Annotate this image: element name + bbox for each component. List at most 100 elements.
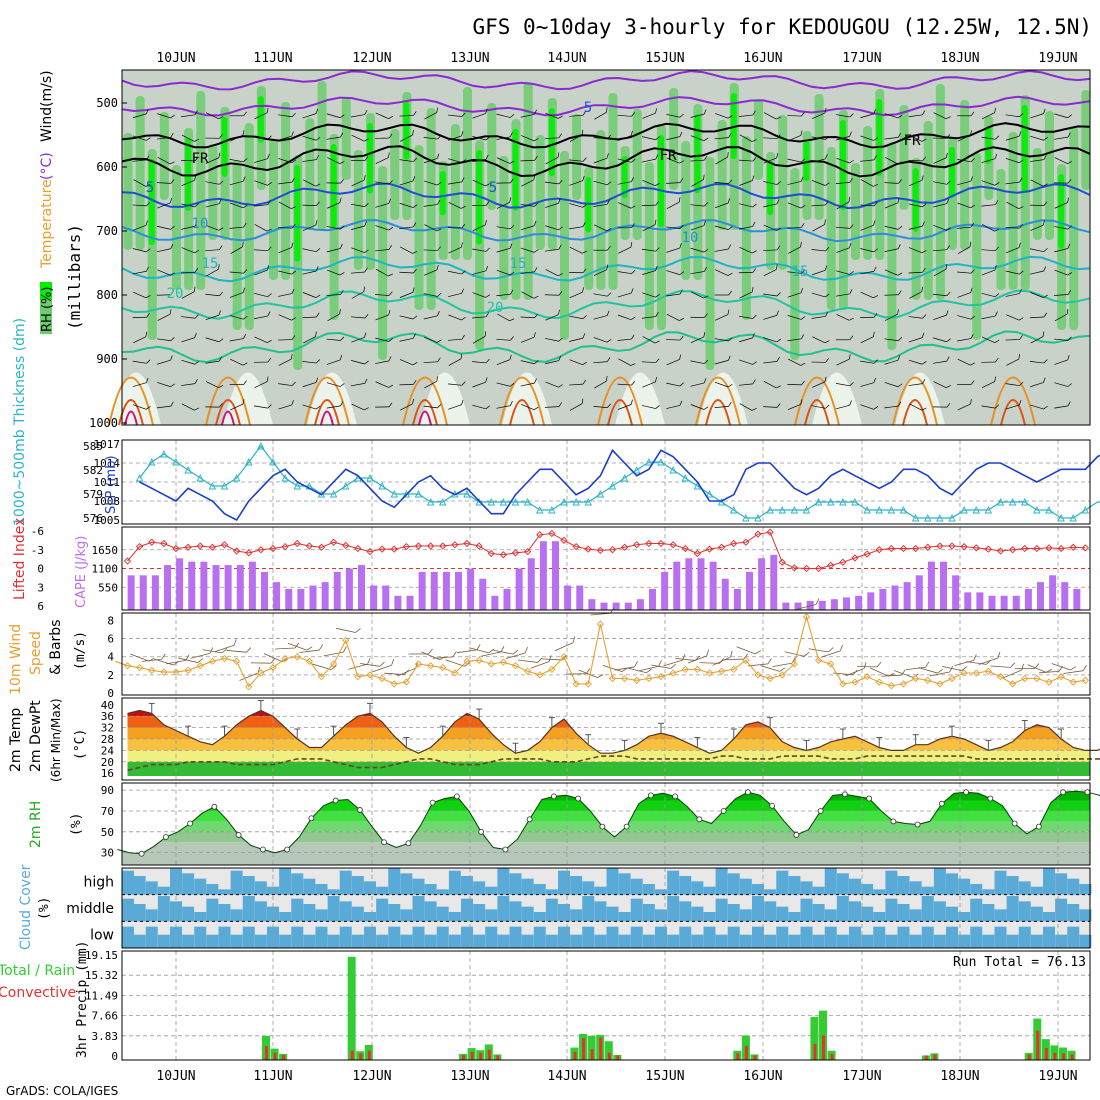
wind-barb (181, 203, 199, 208)
wind-barb-flag (485, 108, 488, 114)
surface-barb-shaft (893, 670, 914, 678)
hottest-contour (124, 410, 138, 426)
wind-barb-shaft (447, 383, 462, 386)
precip-convective-bar (1027, 1054, 1031, 1060)
cloud-cover-bar (667, 934, 680, 948)
li-point (378, 545, 386, 553)
wind-barb-flag (219, 291, 224, 296)
wind-barb-flag (606, 199, 610, 205)
wind-barb-flag (995, 404, 1000, 409)
surface-wind-barb (845, 662, 867, 677)
cloud-cover-bar (545, 934, 558, 948)
cloud-cover-bar (727, 873, 740, 895)
rh-saturated-band (403, 102, 410, 160)
surface-wind-barb (457, 644, 481, 654)
wind-barb-shaft (205, 337, 220, 343)
wind-barb-shaft (957, 180, 971, 186)
wind-speed-point (936, 680, 944, 688)
wind-barb-shaft (593, 406, 608, 408)
wind-barb (569, 287, 584, 299)
wind-barb-shaft (351, 134, 365, 142)
rh-saturated-band (221, 117, 228, 177)
hot-contour (412, 399, 438, 426)
cloud-cover-bar (436, 906, 449, 922)
wind-barb-flag (946, 134, 951, 139)
wind-barb-flag (897, 197, 900, 203)
rh-point (502, 846, 509, 853)
wind-barb-shaft (787, 315, 802, 320)
wind-barb-shaft (302, 224, 316, 231)
wind-barb (1054, 157, 1073, 164)
precip-convective-bar (479, 1052, 483, 1060)
li-point (269, 544, 277, 553)
wind-barb (229, 176, 246, 186)
wind-barb-flag (775, 264, 778, 270)
wind-barb-shaft (642, 292, 656, 298)
wind-barb-shaft (302, 360, 317, 364)
wind-barb (327, 157, 345, 164)
wind-barb-shaft (254, 112, 268, 120)
thickness-point (208, 481, 217, 490)
wind-barb-flag (607, 245, 611, 251)
wind-speed-point (232, 657, 241, 665)
surface-barb-shaft (784, 651, 805, 657)
wind-barb-shaft (496, 202, 510, 209)
wind-barb-flag (1067, 178, 1072, 184)
wind-barb-flag (655, 312, 659, 317)
wind-barb (617, 158, 636, 163)
cloud-cover-bar (1030, 906, 1043, 922)
wind-barb (229, 222, 247, 229)
wind-barb-shaft (617, 383, 632, 386)
wind-barb (690, 247, 709, 253)
wind-barb-flag (728, 244, 732, 250)
surface-barb-flag (476, 644, 481, 651)
wind-barb (472, 154, 489, 163)
wind-barb-shaft (569, 180, 583, 186)
wind-barb-shaft (666, 293, 681, 297)
wind-barb-shaft (787, 403, 801, 411)
wind-barb (350, 109, 368, 118)
wind-speed-point (863, 673, 871, 681)
wind-barb-flag (510, 289, 514, 295)
wind-barb (908, 359, 927, 365)
wind-barb-shaft (569, 226, 584, 230)
wind-barb-shaft (787, 181, 802, 185)
wind-barb-flag (315, 294, 321, 298)
wind-barb-shaft (908, 271, 923, 274)
thickness-point (620, 473, 629, 482)
wind-barb-shaft (593, 180, 608, 186)
wind-barb (132, 155, 150, 162)
wind-barb-flag (218, 338, 224, 343)
wind-barb-flag (654, 340, 660, 344)
wind-barb-shaft (690, 247, 705, 253)
wind-barb-flag (752, 110, 756, 116)
wind-barb (569, 246, 588, 254)
wind-barb-shaft (1054, 313, 1068, 322)
wind-barb-flag (582, 315, 587, 319)
wind-barb-flag (776, 181, 781, 185)
wind-barb-shaft (666, 382, 681, 387)
slp-tick-label: 1017 (94, 438, 121, 451)
precip-total-bar (587, 1035, 596, 1060)
wind-barb-shaft (714, 381, 729, 388)
wind-barb-shaft (933, 112, 947, 120)
wind-barb (278, 270, 296, 275)
wind-barb (1005, 131, 1022, 141)
date-bottom-7: 17JUN (842, 1069, 881, 1084)
wind-barb-shaft (763, 406, 778, 408)
wind-barb-flag (558, 337, 563, 342)
cloud-cover-bar (291, 873, 304, 895)
wind-unit-label: (m/s) (39, 70, 55, 107)
wind-barb-shaft (423, 336, 438, 343)
rh-saturated-band (1021, 105, 1028, 193)
wind-barb-flag (849, 159, 854, 164)
wind-barb-shaft (593, 315, 608, 320)
cape-tick-label: 1650 (92, 544, 119, 557)
wind-barb (399, 287, 415, 298)
wind-barb (1054, 309, 1069, 322)
wind-barb-shaft (739, 180, 753, 186)
wind-barb-flag (704, 359, 709, 364)
cloud-cover-bar (1018, 901, 1031, 922)
wind-barb-shaft (690, 204, 705, 207)
rh-moist-band (560, 151, 569, 340)
